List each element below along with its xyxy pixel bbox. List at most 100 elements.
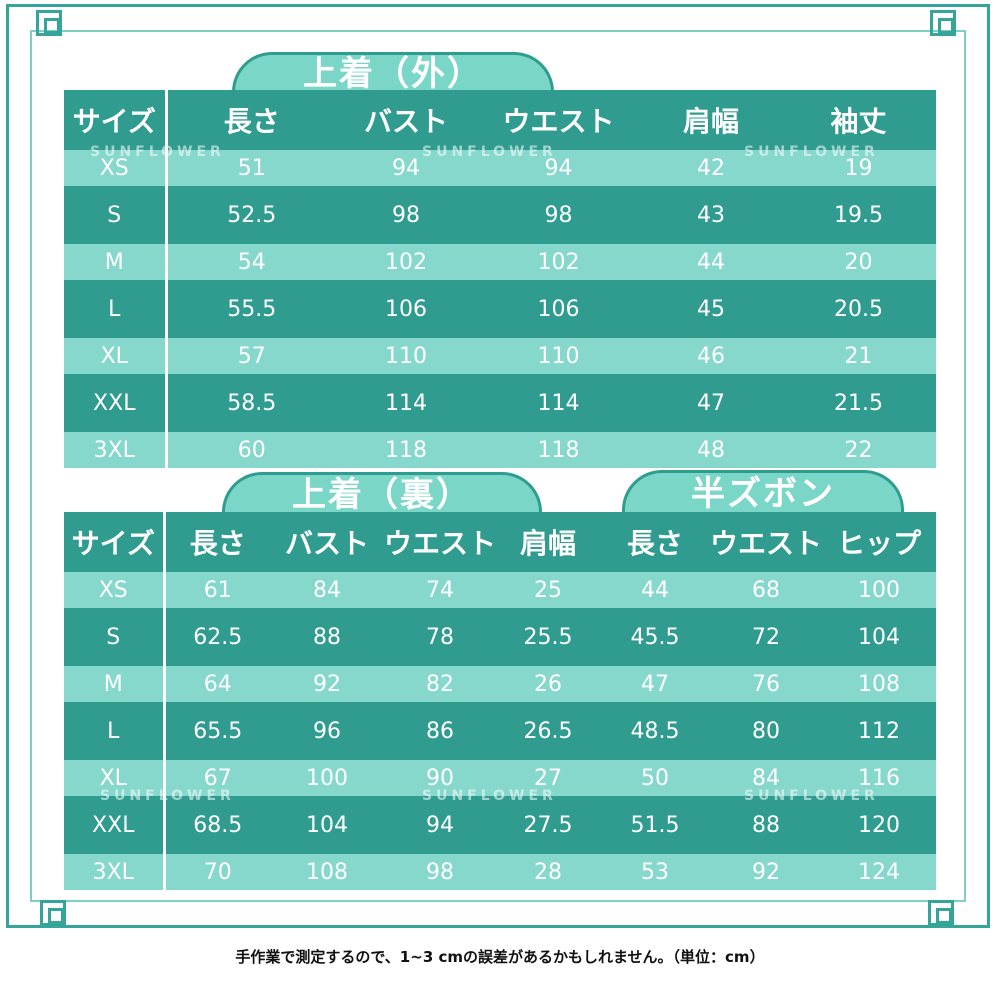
measurement-cell: 54 <box>166 244 336 280</box>
table-row: 3XL 60 118 118 48 22 <box>64 432 936 468</box>
measurement-cell: 53 <box>600 854 710 890</box>
outer-frame <box>6 4 990 928</box>
measurement-cell: 118 <box>336 432 476 468</box>
column-header: 肩幅 <box>641 90 781 150</box>
table-row: S 62.5 88 78 25.5 <box>64 608 600 666</box>
size-label: M <box>64 244 168 280</box>
size-label: XL <box>64 760 166 796</box>
shorts-size-table: 長さ ウエスト ヒップ 44 68 100 45.5 72 104 47 76 108 48.5 80 1… <box>600 512 936 890</box>
measurement-cell: 120 <box>822 796 936 854</box>
measurement-cell: 98 <box>476 186 641 244</box>
inner-jacket-size-table: サイズ 長さ バスト ウエスト 肩幅 XS 61 84 74 25 S 62.5 88 78 25.5 M 6… <box>64 512 602 890</box>
measurement-cell: 20.5 <box>781 280 936 338</box>
measurement-cell: 22 <box>781 432 936 468</box>
measurement-cell: 58.5 <box>166 374 336 432</box>
bottom-left-table-title: 上着（裏） <box>222 472 542 515</box>
measurement-cell: 86 <box>384 702 496 760</box>
table-row: L 55.5 106 106 45 20.5 <box>64 280 936 338</box>
measurement-cell: 19 <box>781 150 936 186</box>
watermark-text: SUNFLOWER <box>422 144 557 160</box>
measurement-cell: 68.5 <box>164 796 270 854</box>
measurement-cell: 19.5 <box>781 186 936 244</box>
measurement-cell: 72 <box>710 608 822 666</box>
measurement-cell: 21.5 <box>781 374 936 432</box>
measurement-cell: 74 <box>384 572 496 608</box>
measurement-cell: 98 <box>336 186 476 244</box>
corner-ornament-top-right <box>930 10 956 36</box>
table-row: 48.5 80 112 <box>600 702 936 760</box>
measurement-cell: 25.5 <box>496 608 600 666</box>
size-label: XS <box>64 150 168 186</box>
measurement-cell: 67 <box>164 760 270 796</box>
measurement-cell: 108 <box>822 666 936 702</box>
measurement-cell: 61 <box>164 572 270 608</box>
measurement-cell: 106 <box>476 280 641 338</box>
measurement-note: 手作業で測定するので、1~3 cmの誤差があるかもしれません。（単位：cm） <box>235 948 765 966</box>
table-row: XL 67 100 90 27 <box>64 760 600 796</box>
measurement-cell: 47 <box>600 666 710 702</box>
measurement-cell: 47 <box>641 374 781 432</box>
watermark-text: SUNFLOWER <box>90 144 225 160</box>
measurement-cell: 94 <box>476 150 641 186</box>
measurement-cell: 65.5 <box>164 702 270 760</box>
measurement-cell: 114 <box>476 374 641 432</box>
top-header-row: サイズ 長さ バスト ウエスト 肩幅 袖丈 <box>64 90 936 150</box>
measurement-cell: 28 <box>496 854 600 890</box>
measurement-cell: 100 <box>270 760 384 796</box>
measurement-cell: 51.5 <box>600 796 710 854</box>
measurement-cell: 26.5 <box>496 702 600 760</box>
top-table-title: 上着（外） <box>232 52 554 93</box>
measurement-cell: 78 <box>384 608 496 666</box>
measurement-cell: 88 <box>270 608 384 666</box>
size-label: XS <box>64 572 166 608</box>
table-row: 51.5 88 120 <box>600 796 936 854</box>
measurement-cell: 44 <box>600 572 710 608</box>
table-row: 53 92 124 <box>600 854 936 890</box>
watermark-text: SUNFLOWER <box>422 788 557 804</box>
inner-frame <box>30 30 966 902</box>
measurement-cell: 106 <box>336 280 476 338</box>
measurement-cell: 90 <box>384 760 496 796</box>
watermark-text: SUNFLOWER <box>100 788 235 804</box>
table-row: 47 76 108 <box>600 666 936 702</box>
measurement-cell: 57 <box>166 338 336 374</box>
measurement-cell: 92 <box>270 666 384 702</box>
size-label: S <box>64 186 168 244</box>
measurement-cell: 20 <box>781 244 936 280</box>
measurement-cell: 68 <box>710 572 822 608</box>
size-label: XXL <box>64 796 166 854</box>
measurement-cell: 42 <box>641 150 781 186</box>
measurement-cell: 52.5 <box>166 186 336 244</box>
top-size-table: サイズ 長さ バスト ウエスト 肩幅 袖丈 XS 51 94 94 42 19 S 52.5 98 98 43… <box>64 90 936 468</box>
table-row: 50 84 116 <box>600 760 936 796</box>
measurement-cell: 27 <box>496 760 600 796</box>
measurement-cell: 44 <box>641 244 781 280</box>
measurement-cell: 104 <box>822 608 936 666</box>
table-row: XXL 58.5 114 114 47 21.5 <box>64 374 936 432</box>
column-header: 長さ <box>166 90 336 150</box>
size-label: M <box>64 666 166 702</box>
table-row: 44 68 100 <box>600 572 936 608</box>
measurement-cell: 116 <box>822 760 936 796</box>
size-label: XXL <box>64 374 168 432</box>
table-row: XL 57 110 110 46 21 <box>64 338 936 374</box>
measurement-cell: 21 <box>781 338 936 374</box>
column-header: バスト <box>336 90 476 150</box>
measurement-cell: 102 <box>476 244 641 280</box>
measurement-cell: 70 <box>164 854 270 890</box>
measurement-cell: 94 <box>384 796 496 854</box>
column-header: ウエスト <box>476 90 641 150</box>
bottom-left-header-row: サイズ 長さ バスト ウエスト 肩幅 <box>64 512 600 572</box>
measurement-cell: 43 <box>641 186 781 244</box>
size-label: L <box>64 280 168 338</box>
watermark-text: SUNFLOWER <box>744 788 879 804</box>
measurement-cell: 64 <box>164 666 270 702</box>
column-header: サイズ <box>64 90 168 150</box>
measurement-cell: 84 <box>710 760 822 796</box>
table-row: L 65.5 96 86 26.5 <box>64 702 600 760</box>
measurement-cell: 110 <box>476 338 641 374</box>
table-row: XS 61 84 74 25 <box>64 572 600 608</box>
column-header: バスト <box>270 512 384 572</box>
measurement-cell: 45.5 <box>600 608 710 666</box>
column-header: 長さ <box>600 512 710 572</box>
